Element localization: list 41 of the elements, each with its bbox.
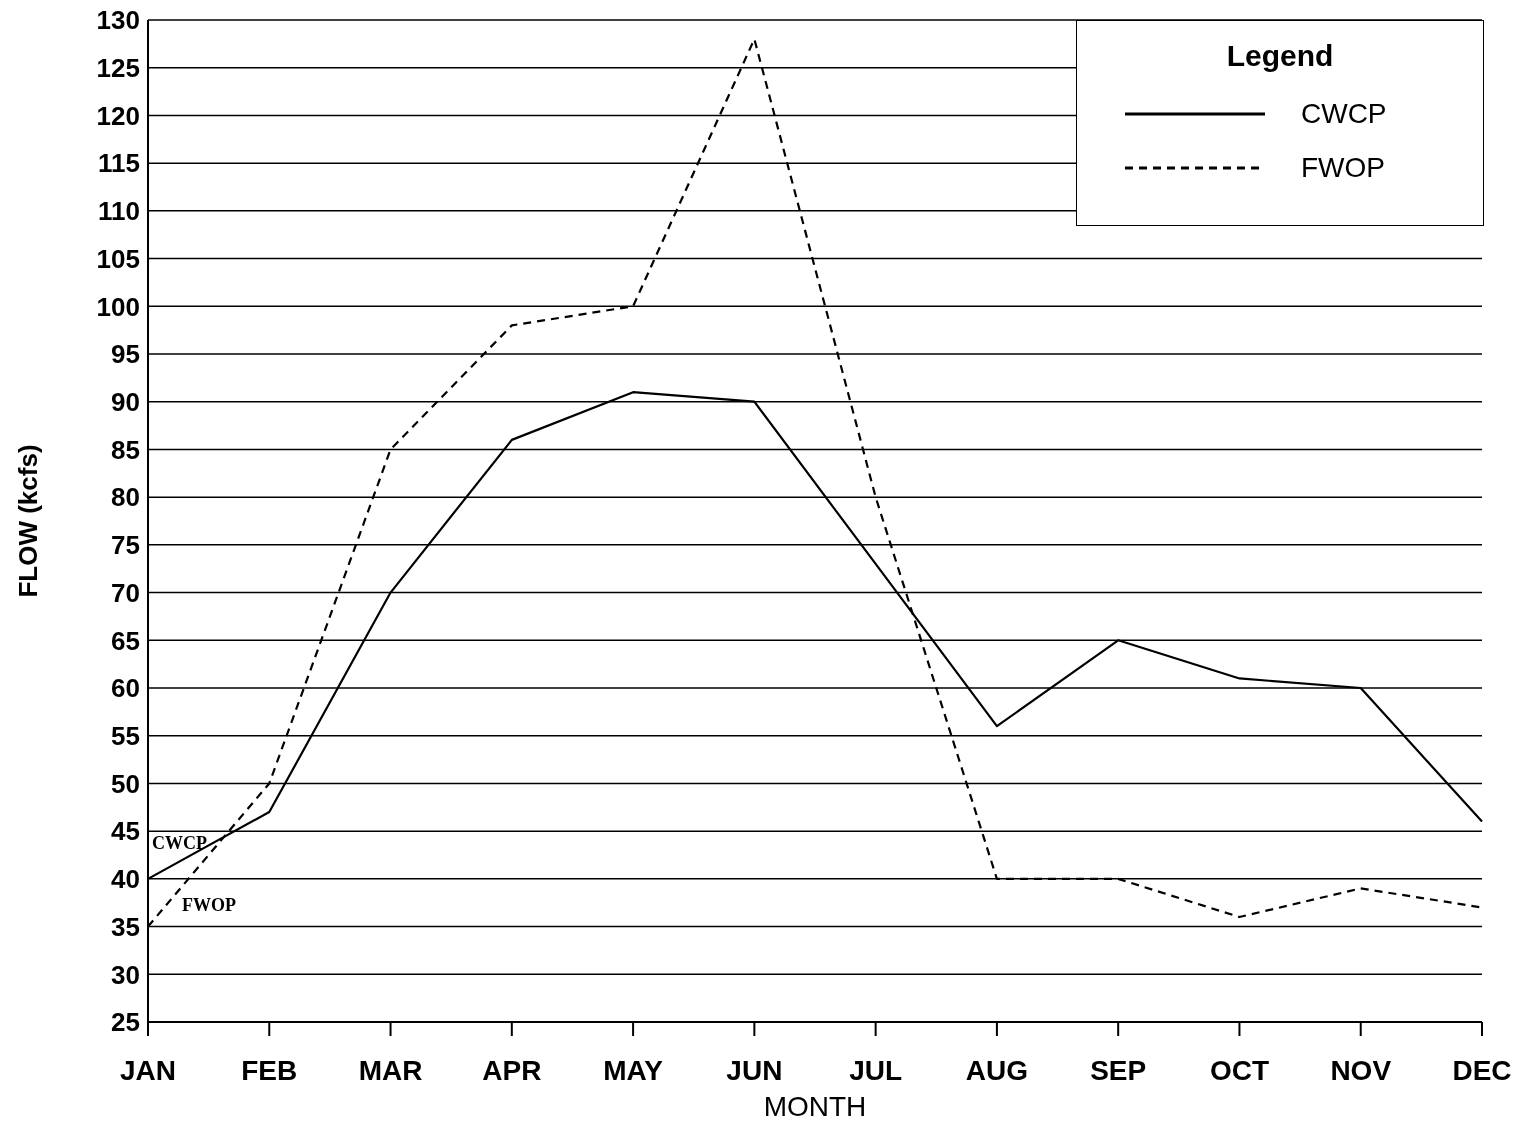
x-tick-label: SEP xyxy=(1090,1054,1147,1086)
legend-label: CWCP xyxy=(1301,98,1387,130)
legend-title: Legend xyxy=(1225,39,1335,73)
y-tick-label: 100 xyxy=(96,291,140,322)
x-tick-label: APR xyxy=(482,1054,542,1086)
y-tick-label: 90 xyxy=(111,386,140,417)
x-tick-label: DEC xyxy=(1452,1054,1512,1086)
x-tick-label: OCT xyxy=(1209,1054,1270,1086)
y-tick-label: 110 xyxy=(98,196,140,227)
y-tick-label: 125 xyxy=(96,52,140,83)
x-tick-label: MAY xyxy=(603,1054,664,1086)
y-axis-title: FLOW (kcfs) xyxy=(13,444,44,598)
y-tick-label: 25 xyxy=(111,1007,140,1038)
y-tick-label: 40 xyxy=(111,864,140,895)
y-tick-label: 130 xyxy=(96,5,140,36)
x-tick-label: JUN xyxy=(726,1054,783,1086)
x-tick-label: FEB xyxy=(241,1054,298,1086)
annotation: FWOP xyxy=(182,894,236,915)
x-tick-label: AUG xyxy=(965,1054,1029,1086)
y-tick-label: 65 xyxy=(111,625,140,656)
y-tick-label: 60 xyxy=(111,673,140,704)
y-tick-label: 105 xyxy=(96,243,140,274)
y-tick-label: 95 xyxy=(111,339,140,370)
y-tick-label: 115 xyxy=(98,148,140,179)
y-tick-label: 45 xyxy=(111,816,140,847)
x-axis-title: MONTH xyxy=(763,1091,867,1122)
y-tick-label: 120 xyxy=(96,100,140,131)
y-tick-label: 85 xyxy=(111,434,140,465)
annotation: CWCP xyxy=(152,832,207,853)
x-tick-label: NOV xyxy=(1330,1054,1392,1086)
legend-label: FWOP xyxy=(1301,152,1385,184)
y-tick-label: 50 xyxy=(111,768,140,799)
y-tick-label: 70 xyxy=(111,577,140,608)
y-tick-label: 80 xyxy=(111,482,140,513)
x-tick-label: JAN xyxy=(119,1054,177,1086)
y-tick-label: 55 xyxy=(111,720,140,751)
y-tick-label: 75 xyxy=(111,530,140,561)
y-tick-label: 35 xyxy=(111,911,140,942)
x-tick-label: JUL xyxy=(849,1054,903,1086)
x-tick-label: MAR xyxy=(358,1054,423,1086)
y-tick-label: 30 xyxy=(111,959,140,990)
